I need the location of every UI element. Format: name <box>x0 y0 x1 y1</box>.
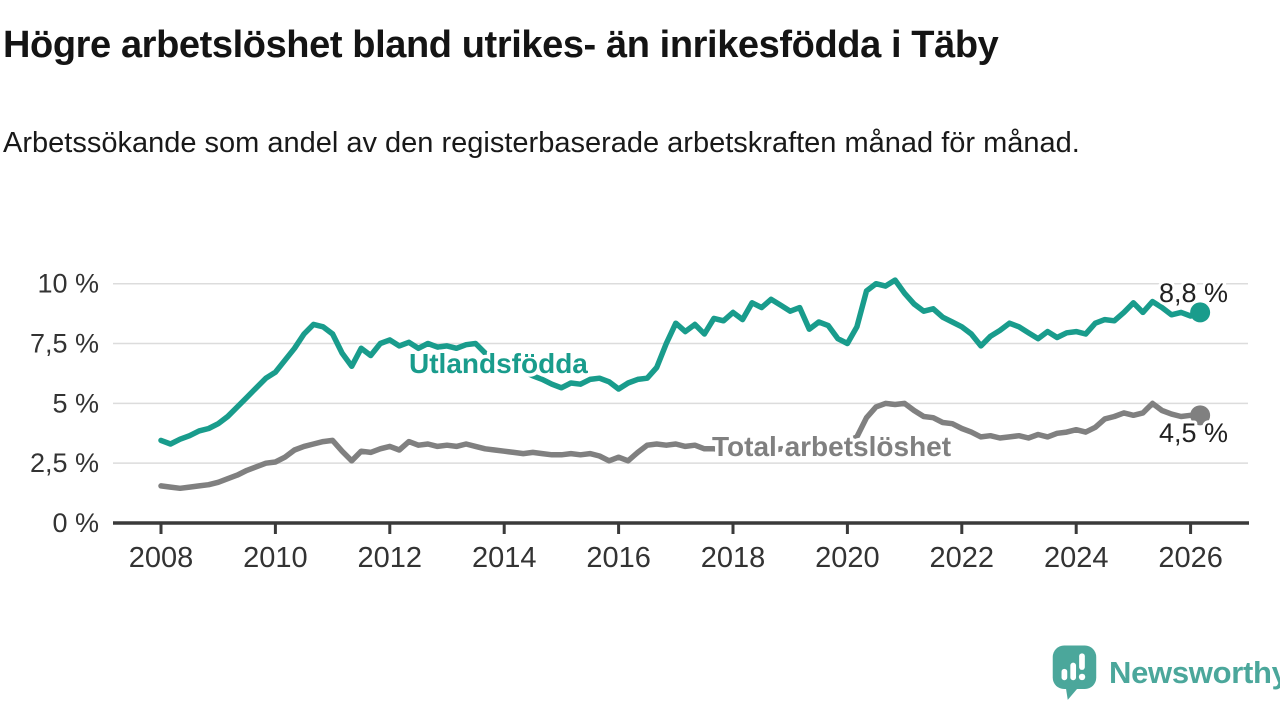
series-line-utlandsfodda <box>158 277 1203 447</box>
end-value-label-utlandsfodda: 8,8 % <box>1159 278 1228 308</box>
series-label-utlandsfodda: Utlandsfödda <box>409 348 588 379</box>
y-tick-label: 5 % <box>52 388 99 418</box>
y-tick-label: 10 % <box>37 269 99 299</box>
x-tick-label: 2024 <box>1044 542 1109 574</box>
x-tick-label: 2010 <box>243 542 308 574</box>
chart-subtitle: Arbetssökande som andel av den registerb… <box>3 127 1080 159</box>
series-label-total-arbetsloshet: Total arbetslöshet <box>712 431 951 462</box>
y-tick-label: 7,5 % <box>30 329 99 359</box>
series-line-total-arbetsloshet <box>158 400 1203 492</box>
x-axis: 2008 2010 2012 2014 2016 2018 2020 2022 2024 2026 <box>113 521 1249 574</box>
series-end-dot-total-arbetsloshet <box>1190 405 1211 426</box>
series-lines <box>158 277 1211 492</box>
gridlines <box>113 282 1248 464</box>
series-end-dot-utlandsfodda <box>1190 302 1211 323</box>
x-tick-label: 2014 <box>472 542 537 574</box>
y-tick-label: 2,5 % <box>30 448 99 478</box>
x-tick-label: 2012 <box>358 542 423 574</box>
x-tick-label: 2020 <box>815 542 880 574</box>
x-tick-label: 2016 <box>586 542 651 574</box>
x-tick-label: 2026 <box>1158 542 1223 574</box>
x-tick-label: 2008 <box>129 542 194 574</box>
newsworthy-logo-icon <box>1052 645 1097 700</box>
x-tick-label: 2018 <box>701 542 766 574</box>
end-value-label-total-arbetsloshet: 4,5 % <box>1159 418 1228 448</box>
newsworthy-logo: Newsworthy <box>1050 644 1280 702</box>
x-tick-label: 2022 <box>930 542 995 574</box>
y-tick-label: 0 % <box>52 508 99 538</box>
newsworthy-logo-text: Newsworthy <box>1109 655 1280 690</box>
chart-title: Högre arbetslöshet bland utrikes- än inr… <box>3 24 999 66</box>
y-axis-labels: 0 % 2,5 % 5 % 7,5 % 10 % <box>30 269 99 538</box>
